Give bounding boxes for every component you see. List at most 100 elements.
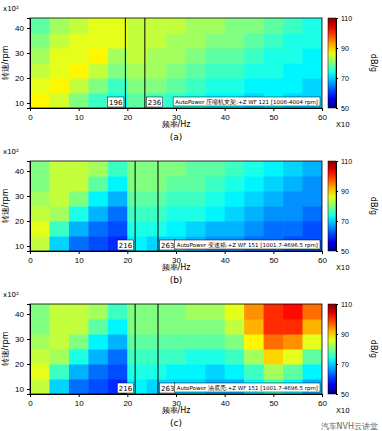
- heatmap-cell: [264, 191, 284, 207]
- colorbar-tick-label: 70: [341, 361, 349, 368]
- heatmap-cell: [127, 319, 147, 335]
- x-tick-label: 10: [75, 256, 84, 265]
- x-tick: 0: [28, 394, 33, 408]
- heatmap-cell: [225, 206, 245, 222]
- heatmap-cell: [69, 93, 89, 108]
- y-tick-label: 40: [15, 24, 24, 33]
- heatmap-cell: [127, 176, 147, 192]
- heatmap-cell: [166, 304, 186, 320]
- heatmap-cell: [264, 63, 284, 79]
- colorbar-tick: 50: [336, 105, 349, 112]
- y-tick: 10: [15, 99, 30, 108]
- colorbar-tick-mark: [336, 334, 338, 335]
- colorbar-tick-label: 70: [341, 218, 349, 225]
- y-tick: 30: [15, 49, 30, 58]
- marker-label-box: 236: [146, 97, 162, 107]
- colorbar-tick: 110: [336, 301, 352, 308]
- heatmap-cell: [49, 176, 69, 192]
- heatmap-cell: [147, 191, 167, 207]
- heatmap-cell: [283, 18, 303, 34]
- heatmap-cell: [303, 161, 322, 177]
- heatmap-cell: [205, 48, 225, 64]
- heatmap-cell: [30, 206, 50, 222]
- heatmap-cell: [88, 349, 108, 365]
- heatmap-cell: [186, 206, 206, 222]
- y-axis-line: [27, 305, 31, 395]
- y-tick-label: 20: [15, 217, 24, 226]
- x-axis-title: 频率/Hz: [162, 263, 191, 272]
- heatmap-cell: [69, 304, 89, 320]
- heatmap-cell: [88, 191, 108, 207]
- x-tick: 50: [269, 108, 278, 122]
- heatmap-cell: [30, 379, 50, 394]
- legend: AutoPower 压缩机支架:+Z WF 121 [1006-4004 rpm…: [173, 97, 320, 106]
- heatmap-cell: [166, 364, 186, 380]
- x-tick-mark: [127, 394, 128, 397]
- heatmap-cell: [225, 78, 245, 94]
- panel: 216263AutoPower 油底壳:+Z WF 151 [1001.7-46…: [1, 291, 378, 431]
- heatmap-cell: [186, 63, 206, 79]
- heatmap-cell: [30, 78, 50, 94]
- heatmap-cell: [264, 206, 284, 222]
- x-tick-label: 60: [318, 256, 327, 265]
- heatmap-cell: [49, 48, 69, 64]
- heatmap-cell: [88, 319, 108, 335]
- heatmap-cell: [88, 176, 108, 192]
- y-tick-mark: [27, 246, 30, 247]
- heatmap-cell: [108, 18, 128, 34]
- marker-label: 263: [161, 385, 174, 393]
- x-tick-label: 10: [75, 399, 84, 408]
- heatmap-cell: [166, 191, 186, 207]
- heatmap-cell: [108, 48, 128, 64]
- heatmap-cell: [88, 93, 108, 108]
- y-axis-title: 转速/rpm: [1, 45, 10, 80]
- heatmap-cell: [69, 18, 89, 34]
- heatmap-cell: [264, 221, 284, 237]
- colorbar-tick-label: 90: [341, 45, 349, 52]
- colorbar-tick-label: 50: [341, 105, 349, 112]
- colorbar-tick-label: 50: [341, 391, 349, 398]
- colorbar-tick-mark: [336, 221, 338, 222]
- heatmap-cell: [49, 18, 69, 34]
- y-tick: 30: [15, 192, 30, 201]
- legend: AutoPower 变速箱:+Z WF 151 [1001.7-4696.5 r…: [175, 240, 320, 249]
- heatmap-cell: [225, 176, 245, 192]
- marker-label-bg: [108, 97, 124, 107]
- y-tick-mark: [27, 28, 30, 29]
- y-tick: 10: [15, 385, 30, 394]
- colorbar: [328, 18, 336, 108]
- x-tick-mark: [176, 394, 177, 397]
- marker-label-box: 196: [108, 97, 124, 107]
- heatmap-cell: [30, 364, 50, 380]
- heatmap-cell: [108, 364, 128, 380]
- heatmap-cell: [88, 48, 108, 64]
- heatmap-cell: [30, 176, 50, 192]
- x-tick-label: 0: [28, 256, 33, 265]
- heatmap-cell: [244, 304, 264, 320]
- heatmap-cell: [225, 18, 245, 34]
- colorbar-title: dB/g: [369, 197, 378, 215]
- heatmap-cell: [186, 161, 206, 177]
- heatmap-cell: [108, 63, 128, 79]
- heatmap-cell: [127, 206, 147, 222]
- x-tick: 0: [28, 108, 33, 122]
- heatmap-cell: [147, 33, 167, 49]
- heatmap-cell: [244, 33, 264, 49]
- heatmap-cell: [69, 364, 89, 380]
- heatmap-cell: [166, 349, 186, 365]
- y-tick-mark: [27, 78, 30, 79]
- x-tick: 40: [221, 251, 230, 265]
- heatmap-cell: [30, 63, 50, 79]
- x-tick: 50: [269, 251, 278, 265]
- heatmap-cell: [108, 191, 128, 207]
- heatmap-cell: [205, 63, 225, 79]
- heatmap-cell: [225, 364, 245, 380]
- marker-label-bg: [159, 383, 175, 393]
- heatmap-cell: [49, 379, 69, 394]
- legend-box: [173, 97, 320, 106]
- heatmap-cell: [30, 93, 50, 108]
- heatmap-cell: [244, 161, 264, 177]
- x-tick-label: 40: [221, 256, 230, 265]
- heatmap-cell: [303, 364, 322, 380]
- x-tick: 10: [75, 251, 84, 265]
